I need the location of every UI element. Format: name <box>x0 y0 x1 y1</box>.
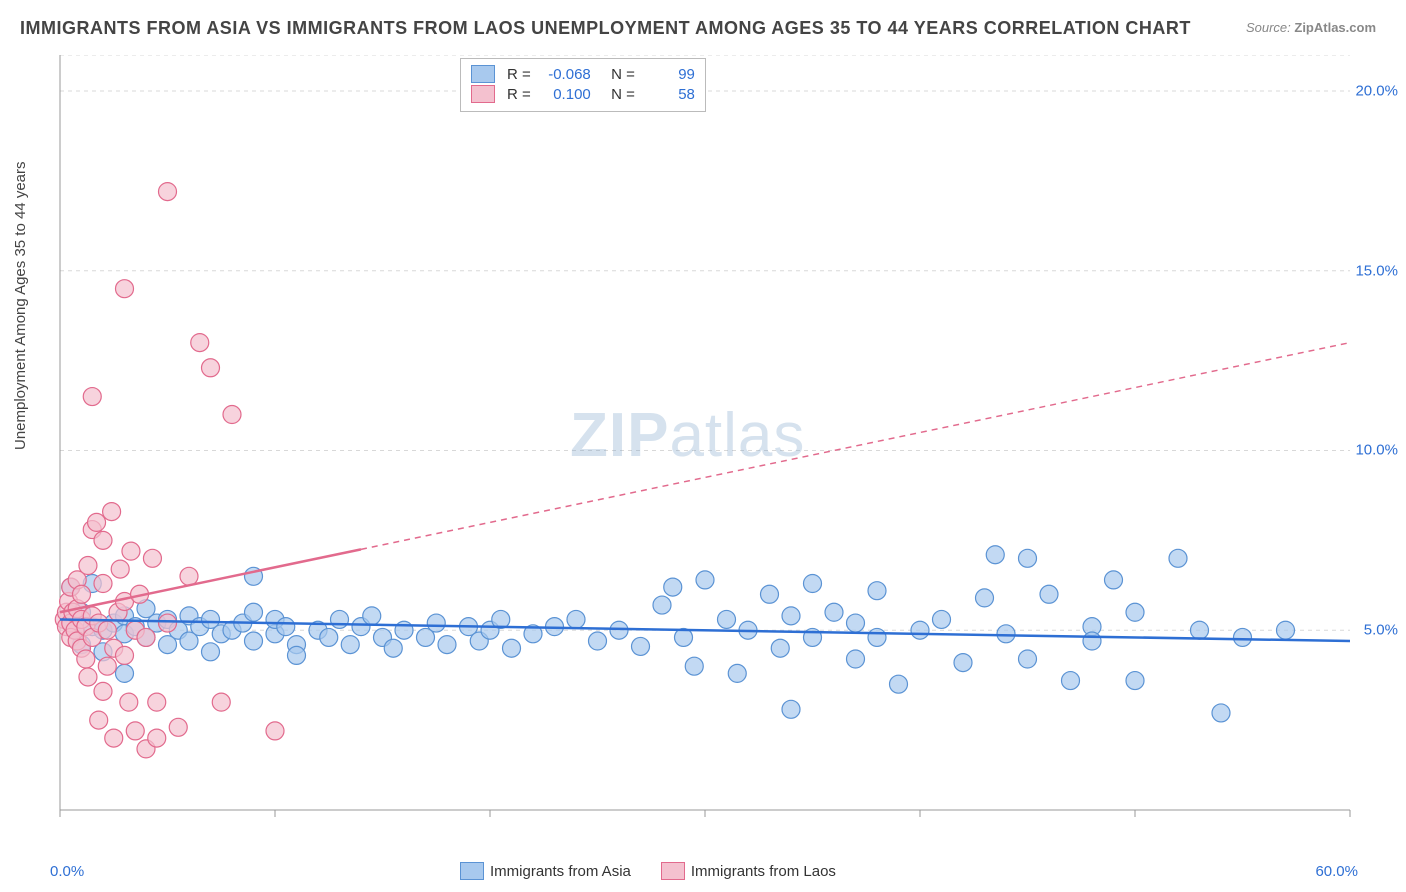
n-value-laos: 58 <box>643 86 695 103</box>
source-prefix: Source: <box>1246 20 1294 35</box>
series-legend: Immigrants from Asia Immigrants from Lao… <box>460 862 836 880</box>
legend-label-laos: Immigrants from Laos <box>691 863 836 880</box>
legend-row-asia: R = -0.068 N = 99 <box>471 65 695 83</box>
y-tick-label: 10.0% <box>1355 442 1398 459</box>
r-label: R = <box>507 86 531 103</box>
swatch-laos <box>471 85 495 103</box>
legend-swatch-laos <box>661 862 685 880</box>
chart-svg <box>50 55 1360 825</box>
swatch-asia <box>471 65 495 83</box>
y-axis-label: Unemployment Among Ages 35 to 44 years <box>12 161 29 450</box>
correlation-legend: R = -0.068 N = 99 R = 0.100 N = 58 <box>460 58 706 112</box>
x-axis-max-label: 60.0% <box>1315 863 1358 880</box>
r-label: R = <box>507 66 531 83</box>
n-label: N = <box>603 86 635 103</box>
n-label: N = <box>603 66 635 83</box>
legend-swatch-asia <box>460 862 484 880</box>
legend-label-asia: Immigrants from Asia <box>490 863 631 880</box>
legend-item-asia: Immigrants from Asia <box>460 862 631 880</box>
legend-item-laos: Immigrants from Laos <box>661 862 836 880</box>
r-value-laos: 0.100 <box>539 86 591 103</box>
source-name: ZipAtlas.com <box>1294 20 1376 35</box>
source-attribution: Source: ZipAtlas.com <box>1246 20 1376 35</box>
x-axis-min-label: 0.0% <box>50 863 84 880</box>
legend-row-laos: R = 0.100 N = 58 <box>471 85 695 103</box>
chart-title: IMMIGRANTS FROM ASIA VS IMMIGRANTS FROM … <box>20 18 1191 39</box>
y-tick-label: 20.0% <box>1355 82 1398 99</box>
chart-plot-area <box>50 55 1360 825</box>
y-tick-label: 15.0% <box>1355 262 1398 279</box>
n-value-asia: 99 <box>643 66 695 83</box>
y-tick-label: 5.0% <box>1364 622 1398 639</box>
r-value-asia: -0.068 <box>539 66 591 83</box>
